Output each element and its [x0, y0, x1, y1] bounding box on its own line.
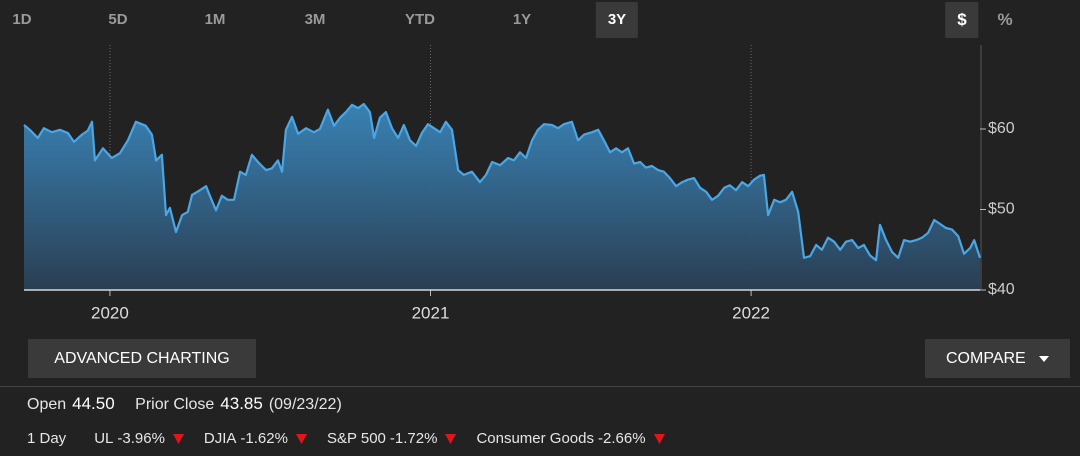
x-tick-label: 2022 — [732, 303, 770, 322]
down-arrow — [172, 433, 184, 444]
change-item: Consumer Goods -2.66% — [476, 430, 665, 447]
range-tab[interactable]: 1M — [204, 11, 226, 28]
range-tab[interactable]: 3M — [304, 11, 326, 28]
changes-label: 1 Day — [27, 430, 67, 447]
down-arrow — [445, 433, 457, 444]
change-name: UL — [94, 430, 114, 447]
prior-close-value: 43.85 — [220, 394, 263, 413]
change-name: Consumer Goods — [476, 430, 594, 447]
change-name: DJIA — [203, 430, 237, 447]
down-arrow-shape — [653, 433, 665, 444]
range-tab[interactable]: 5D — [108, 11, 128, 28]
price-chart: 2020 2021 2022 $40 $50 $60 — [23, 45, 1015, 322]
unit-toggle-option[interactable]: $ — [945, 2, 979, 38]
change-value: -1.72% — [389, 430, 438, 447]
change-item: S&P 500 -1.72% — [326, 430, 457, 447]
down-arrow — [295, 433, 307, 444]
y-tick-label: $50 — [988, 201, 1015, 218]
x-tick-label: 2021 — [412, 303, 450, 322]
unit-toggle-option[interactable]: % — [997, 10, 1013, 29]
open-value: 44.50 — [72, 394, 115, 413]
change-value: -1.62% — [240, 430, 288, 447]
price-line — [23, 102, 982, 262]
compare-button[interactable]: COMPARE — [925, 339, 1070, 378]
down-arrow-shape — [445, 433, 457, 444]
range-tab[interactable]: 3Y — [595, 2, 639, 38]
range-tab[interactable]: 1Y — [512, 11, 532, 28]
advanced-charting-button[interactable]: ADVANCED CHARTING — [28, 339, 256, 378]
range-tab[interactable]: YTD — [405, 11, 435, 28]
range-tab[interactable]: 1D — [12, 11, 32, 28]
price-area — [24, 104, 980, 290]
change-value: -3.96% — [117, 430, 165, 447]
divider — [0, 386, 1080, 387]
change-name: S&P 500 — [326, 430, 386, 447]
y-tick-label: $40 — [988, 281, 1015, 298]
x-tick-label: 2020 — [91, 303, 129, 322]
down-arrow-shape — [172, 433, 184, 444]
open-label: Open — [27, 396, 67, 413]
y-tick-label: $60 — [988, 120, 1015, 137]
compare-label: COMPARE — [946, 350, 1026, 367]
down-arrow-shape — [295, 433, 307, 444]
down-arrow — [653, 433, 665, 444]
quote-row: Open 44.50 Prior Close 43.85 (09/23/22) — [27, 394, 342, 414]
change-item: UL -3.96% — [94, 430, 184, 447]
changes-row: 1 Day UL -3.96% DJIA -1.62% S&P 500 -1.72% Con… — [27, 430, 685, 447]
change-item: DJIA -1.62% — [204, 430, 307, 447]
prior-close-label: Prior Close — [135, 396, 215, 413]
prior-close-date: (09/23/22) — [268, 396, 342, 413]
dropdown-arrow — [1039, 356, 1049, 362]
change-value: -2.66% — [598, 430, 646, 447]
